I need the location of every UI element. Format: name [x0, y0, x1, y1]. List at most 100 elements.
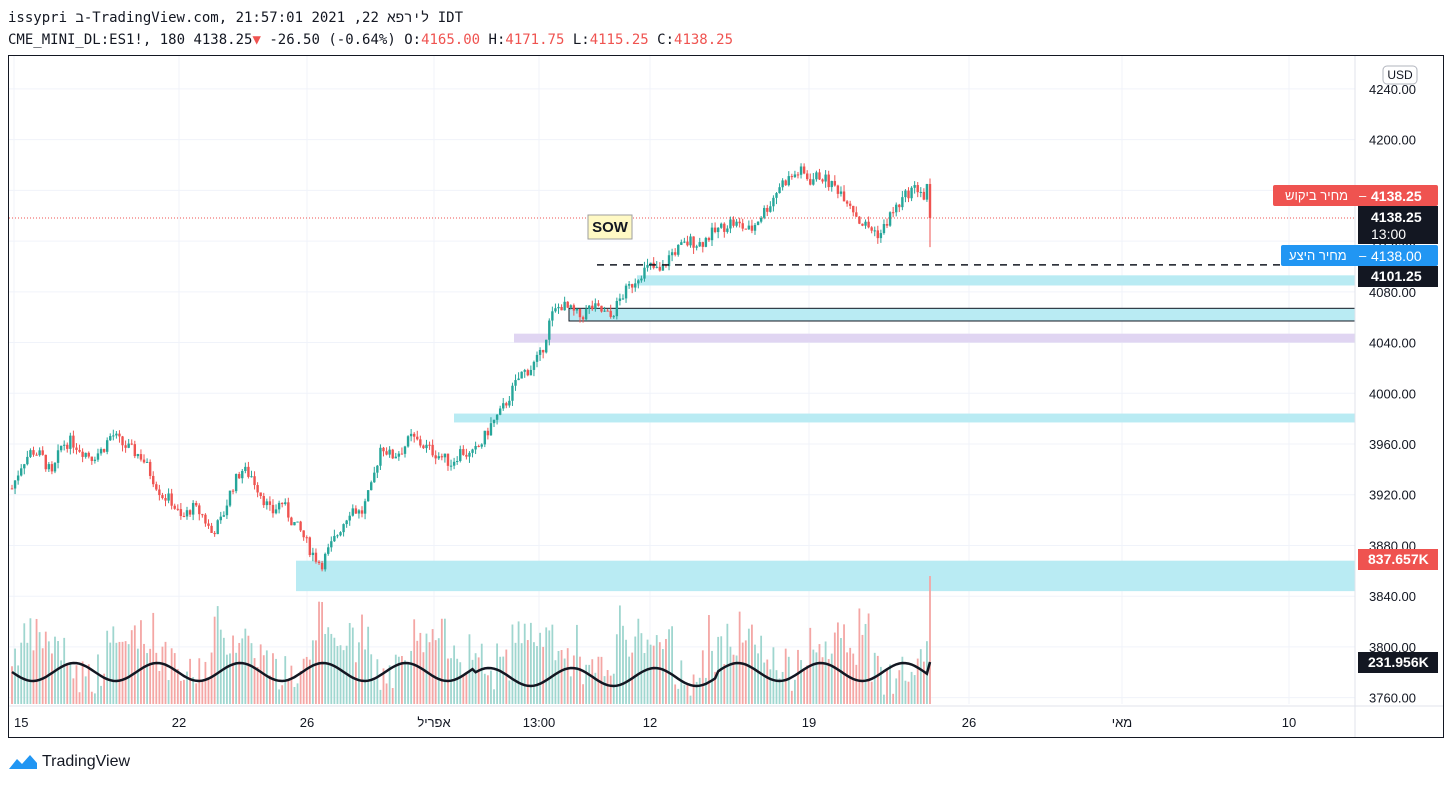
volume-bar — [256, 666, 259, 704]
volume-bar — [606, 670, 609, 704]
candle-body — [191, 503, 195, 515]
candle-body — [161, 495, 164, 499]
volume-bar — [222, 637, 225, 704]
candle-body — [867, 221, 870, 228]
volume-bar — [843, 624, 845, 704]
y-tick-label: 4040.00 — [1369, 336, 1416, 351]
candle-body — [305, 537, 308, 539]
volume-bar — [830, 653, 833, 704]
candle-body — [373, 472, 376, 483]
low-value: 4115.25 — [589, 32, 649, 48]
volume-bar — [124, 641, 127, 704]
volume-bar — [468, 634, 471, 704]
candle-body — [152, 475, 155, 485]
candle-body — [588, 305, 591, 310]
candle-body — [66, 444, 69, 449]
candle-body — [277, 502, 281, 510]
candle-body — [330, 541, 333, 548]
volume-bar — [118, 641, 121, 704]
volume-bar — [533, 642, 535, 704]
close-value: 4138.25 — [674, 32, 734, 48]
volume-bar — [333, 637, 336, 704]
volume-bar — [563, 658, 566, 704]
candle-body — [670, 252, 674, 256]
candle-body — [673, 252, 677, 255]
candle-body — [873, 230, 876, 232]
candle-body — [164, 498, 167, 501]
candle-body — [207, 523, 210, 526]
volume-bar — [652, 645, 655, 704]
bid-value: 4138.00 — [1371, 248, 1422, 264]
volume-bar — [529, 622, 532, 704]
volume-bar — [821, 657, 824, 704]
candle-body — [360, 510, 364, 514]
candle-body — [219, 516, 222, 521]
candle-body — [59, 445, 63, 451]
volume-bar — [29, 618, 32, 704]
candle-body — [222, 515, 226, 517]
candle-body — [268, 501, 272, 505]
candle-body — [20, 468, 23, 476]
volume-bar — [836, 622, 839, 704]
chart-svg[interactable]: SOW 4240.004200.004160.004120.004080.004… — [9, 56, 1443, 737]
sow-annotation[interactable]: SOW — [587, 214, 633, 240]
candle-body — [541, 349, 545, 353]
candle-body — [772, 197, 775, 207]
candle-body — [698, 242, 701, 247]
usd-badge[interactable]: USD — [1382, 65, 1418, 85]
volume-bar — [668, 629, 670, 704]
candle-body — [366, 490, 370, 502]
price-axis[interactable]: 4240.004200.004160.004120.004080.004040.… — [1354, 56, 1416, 737]
volume-bar — [517, 621, 520, 704]
volume-bar — [864, 623, 867, 704]
volume-bar — [763, 662, 766, 704]
time-axis[interactable]: 15 22 26 אפריל 13:00 12 19 26 מאי 10 — [9, 705, 1443, 730]
candle-body — [591, 305, 594, 310]
volume-bar — [671, 626, 674, 704]
volume-bar — [619, 605, 621, 704]
volume-bar — [505, 649, 508, 704]
candle-body — [474, 445, 477, 450]
volume-bar — [422, 652, 425, 704]
chart-frame[interactable]: SOW 4240.004200.004160.004120.004080.004… — [8, 55, 1444, 738]
volume-bar — [545, 627, 548, 704]
volume-bar — [812, 649, 815, 704]
candle-body — [75, 447, 78, 450]
volume-bar — [342, 650, 345, 704]
candle-body — [486, 430, 490, 436]
candle-body — [348, 515, 351, 521]
candle-body — [16, 475, 20, 481]
zone-2 — [568, 307, 1356, 322]
candle-body — [173, 505, 176, 509]
volume-bar — [425, 633, 428, 704]
candle-body — [357, 510, 361, 514]
volume-bar — [315, 640, 317, 704]
candle-body — [308, 537, 312, 556]
volume-bar — [591, 659, 594, 704]
candle-body — [575, 308, 579, 311]
volume-bar — [60, 660, 63, 704]
candle-body — [477, 445, 480, 447]
candle-body — [787, 176, 790, 186]
volume-bar — [490, 670, 492, 704]
volume-bar — [44, 631, 47, 704]
candle-body — [532, 361, 536, 370]
candle-body — [333, 535, 336, 542]
candle-body — [158, 489, 161, 496]
candle-body — [720, 223, 723, 228]
volume-bar — [698, 677, 701, 704]
volume-bar — [121, 641, 124, 704]
volume-bar — [910, 671, 913, 704]
volume-bar — [858, 608, 861, 704]
candle-body — [600, 305, 603, 312]
volume-bar — [474, 653, 477, 704]
tradingview-logo[interactable]: TradingView — [8, 750, 130, 774]
volume-bar — [462, 674, 465, 704]
candle-body — [627, 284, 631, 286]
volume-bar — [738, 611, 741, 704]
volume-bar — [735, 655, 738, 704]
y-tick-label: 3800.00 — [1369, 640, 1416, 655]
volume-bar — [886, 669, 888, 704]
candle-body — [388, 449, 391, 455]
volume-bar — [661, 649, 664, 704]
